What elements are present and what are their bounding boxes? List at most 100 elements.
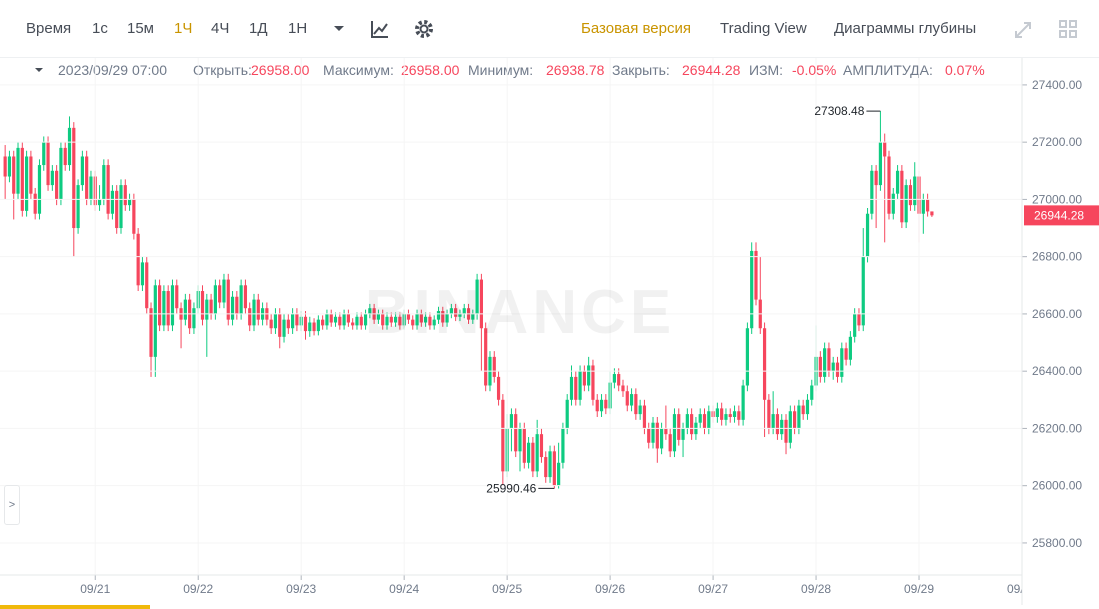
candle-body — [544, 457, 548, 478]
candle-body — [209, 299, 213, 314]
candle-body — [80, 156, 84, 186]
candle-body — [522, 428, 526, 463]
candle-body — [42, 142, 46, 166]
candle-body — [762, 328, 767, 400]
side-toggle[interactable]: > — [4, 485, 20, 525]
info-label: ИЗМ: — [749, 62, 784, 78]
candle-body — [132, 199, 136, 234]
candle-body — [381, 313, 385, 326]
interval-button[interactable]: Время — [26, 20, 72, 37]
candle-body — [651, 422, 655, 443]
candle-body — [218, 285, 222, 303]
candle-body — [861, 256, 865, 326]
candle-body — [329, 313, 333, 323]
candle-body — [205, 299, 209, 320]
candle-body — [634, 394, 638, 415]
candle-body — [518, 428, 522, 452]
candle-body — [621, 385, 625, 392]
candle-body — [887, 156, 891, 214]
candle-body — [449, 308, 453, 314]
candle-body — [526, 442, 531, 463]
candle-body — [106, 165, 110, 214]
candle-body — [617, 374, 621, 386]
candle-body — [428, 316, 432, 326]
candle-body — [363, 313, 368, 326]
candle-body — [664, 428, 668, 435]
candle-body — [908, 185, 913, 206]
y-tick-label: 27000.00 — [1032, 192, 1082, 206]
plot-area — [3, 111, 934, 489]
candle-body — [595, 399, 599, 412]
view-tab[interactable]: Базовая версия — [581, 20, 691, 37]
candle-body — [501, 399, 505, 472]
candle-body — [771, 414, 775, 429]
candle-body — [539, 434, 544, 458]
candle-body — [398, 316, 402, 326]
view-tab[interactable]: Trading View — [720, 20, 807, 37]
fullscreen-icon[interactable] — [1015, 22, 1031, 38]
interval-button[interactable]: 1с — [92, 20, 108, 37]
candle-body — [63, 147, 67, 166]
interval-button[interactable]: 1Н — [288, 20, 308, 37]
candle-body — [338, 316, 342, 326]
candle-body — [750, 250, 754, 329]
candle-body — [269, 319, 273, 329]
candle-body — [136, 233, 140, 286]
info-value: 0.07% — [945, 62, 985, 78]
candle-body — [3, 156, 7, 177]
info-label: Максимум: — [323, 62, 394, 78]
candle-body — [599, 399, 604, 412]
candle-body — [50, 170, 54, 186]
candle-body — [115, 190, 119, 229]
interval-button[interactable]: 15м — [127, 20, 154, 37]
candle-body — [587, 365, 591, 386]
candle-body — [642, 405, 647, 429]
candle-body — [548, 451, 552, 478]
candle-body — [685, 414, 689, 429]
indicator-icon[interactable] — [371, 21, 388, 38]
interval-button[interactable]: 1Ч — [174, 20, 193, 37]
y-tick-label: 26800.00 — [1032, 250, 1082, 264]
collapse-icon[interactable] — [34, 60, 46, 80]
x-tick-label: 09/26 — [595, 582, 625, 596]
layout-icon[interactable] — [1059, 20, 1077, 38]
interval-button[interactable]: 1Д — [249, 20, 268, 37]
candle-body — [591, 365, 595, 400]
view-tab[interactable]: Диаграммы глубины — [834, 20, 977, 37]
x-tick-label: 09/22 — [183, 582, 213, 596]
candle-body — [25, 156, 29, 211]
info-value: 26958.00 — [401, 62, 460, 78]
candle-body — [874, 170, 878, 186]
candle-body — [647, 428, 651, 443]
interval-button[interactable]: 4Ч — [211, 20, 230, 37]
candle-body — [930, 211, 934, 216]
candle-body — [509, 414, 514, 429]
candle-body — [629, 394, 634, 406]
candle-body — [12, 156, 16, 194]
candle-body — [835, 362, 840, 377]
candle-body — [715, 408, 719, 417]
candle-body — [312, 322, 316, 332]
candle-body — [552, 451, 556, 486]
candle-body — [243, 285, 248, 309]
candle-body — [145, 262, 149, 309]
candle-body — [454, 308, 458, 317]
x-tick-label: 09/29 — [904, 582, 934, 596]
dropdown-icon[interactable] — [334, 26, 344, 31]
candle-body — [213, 285, 217, 314]
settings-icon[interactable] — [415, 20, 433, 38]
candle-body — [411, 319, 415, 326]
candle-body — [342, 313, 346, 326]
candle-body — [55, 170, 59, 200]
candle-body — [321, 319, 325, 326]
candle-body — [702, 414, 707, 429]
candle-body — [192, 308, 196, 329]
candle-body — [724, 414, 728, 420]
candle-body — [913, 176, 917, 206]
candle-body — [793, 411, 797, 429]
x-tick-label: 09/28 — [801, 582, 831, 596]
candle-body — [393, 316, 398, 323]
candle-body — [767, 399, 771, 429]
candle-body — [248, 308, 252, 326]
